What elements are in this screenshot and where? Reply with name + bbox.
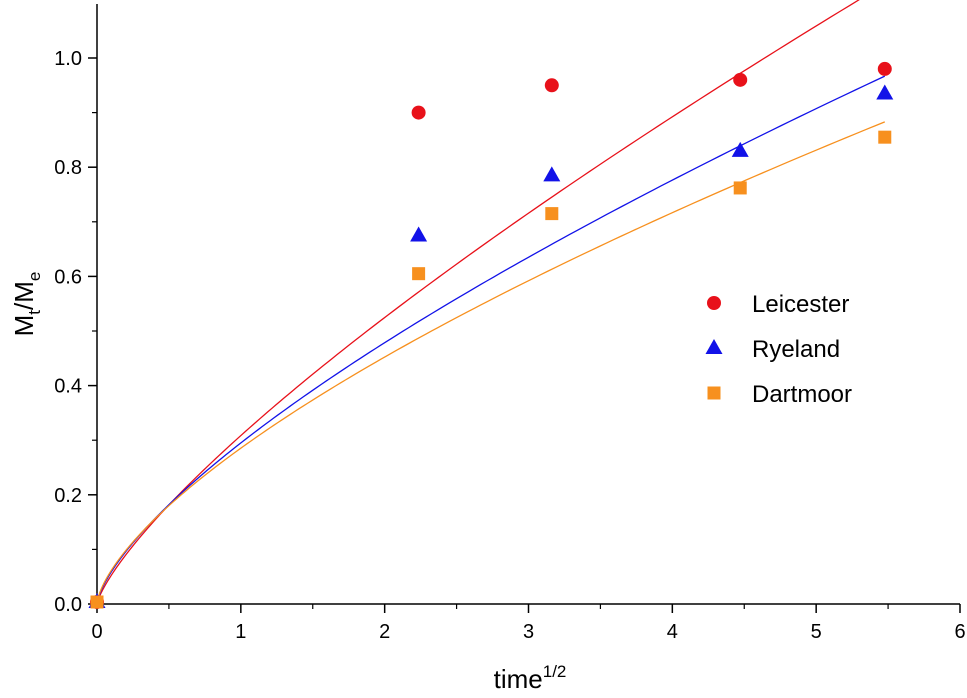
fit-curves [96,0,886,605]
y-tick-label: 0.4 [54,376,82,398]
legend-marker-ryeland [705,339,723,354]
legend-label-ryeland: Ryeland [752,336,840,363]
y-tick-label: 0.2 [54,485,82,507]
fit-curve-leicester [96,0,860,605]
x-tick-label: 1 [235,621,246,643]
x-tick-label: 0 [91,621,102,643]
point-ryeland [410,226,428,242]
point-dartmoor [545,207,559,221]
y-axis-title: Mt/Me [9,272,44,337]
point-leicester [544,78,559,93]
y-tick-label: 0.6 [54,266,82,288]
plot-axes: 0 1 2 3 4 5 6 0.0 0.2 0.4 0.6 0.8 1.0 [54,4,966,643]
point-dartmoor [412,267,426,281]
y-tick-label: 0.8 [54,157,82,179]
point-dartmoor [90,595,104,609]
data-points [88,61,894,609]
fit-curve-dartmoor [96,121,886,604]
point-dartmoor [733,181,747,195]
legend-label-leicester: Leicester [752,291,849,318]
x-tick-label: 6 [954,621,965,643]
point-ryeland [876,84,894,100]
fit-curve-ryeland [96,75,886,605]
x-axis-title: time1/2 [494,662,567,694]
point-ryeland [543,166,561,182]
point-leicester [877,61,892,76]
x-tick-label: 3 [523,621,534,643]
y-tick-label: 1.0 [54,48,82,70]
y-tick-label: 0.0 [54,594,82,616]
legend-label-dartmoor: Dartmoor [752,381,852,408]
legend-marker-dartmoor [707,386,721,400]
axis-titles: time1/2 Mt/Me [9,272,566,694]
x-tick-label: 5 [811,621,822,643]
legend: Leicester Ryeland Dartmoor [705,291,852,408]
x-tick-label: 4 [667,621,678,643]
legend-marker-leicester [707,296,721,310]
point-ryeland [731,141,749,157]
point-leicester [733,72,748,87]
point-leicester [411,105,426,120]
point-dartmoor [878,130,892,144]
x-tick-label: 2 [379,621,390,643]
